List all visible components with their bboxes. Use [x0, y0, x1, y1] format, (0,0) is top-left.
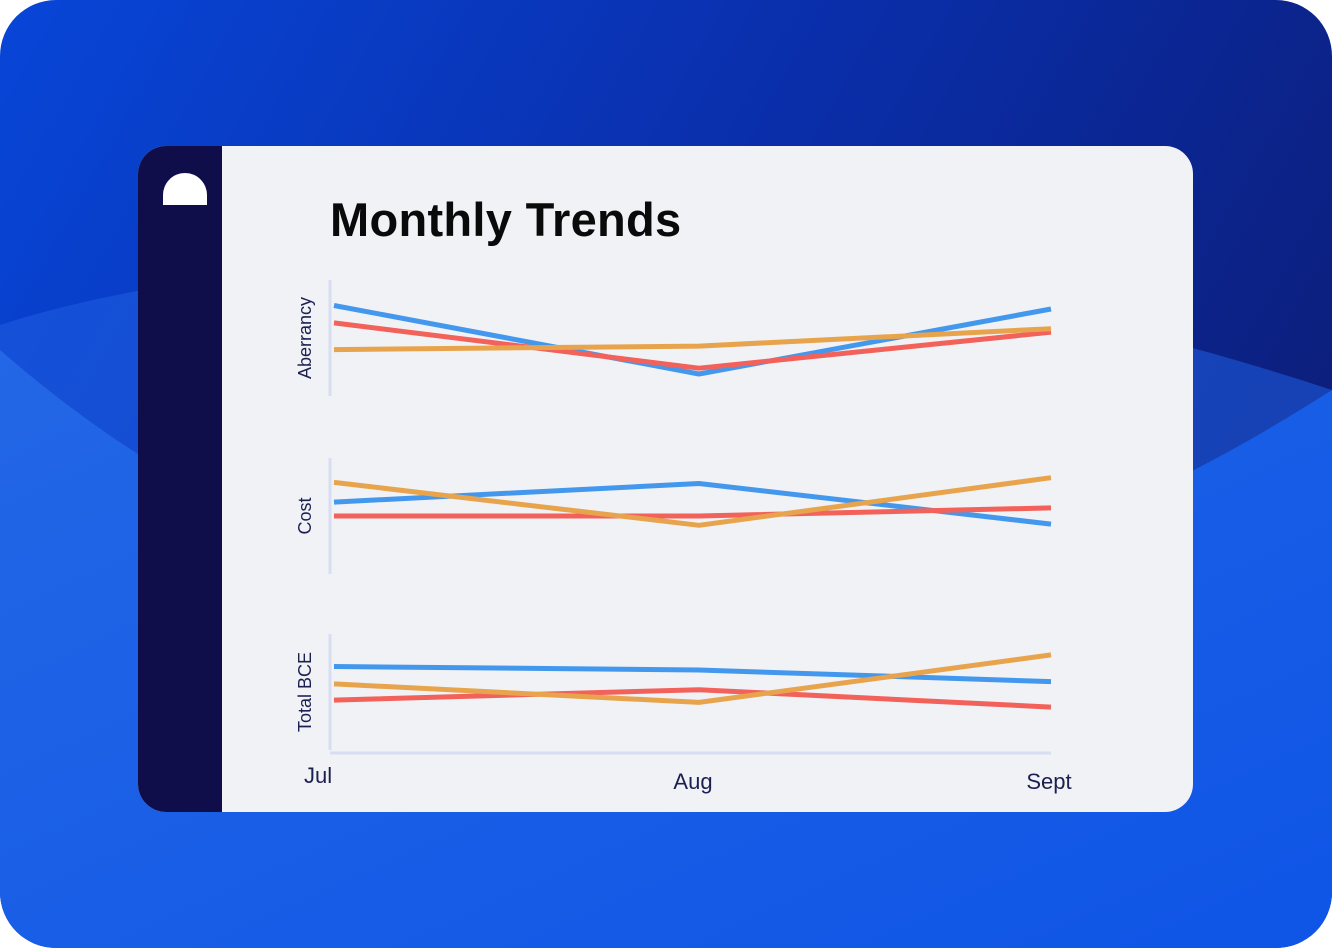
series-line-orange: [333, 475, 1052, 528]
line-chart: Aberrancy Cost Total BCE Jul Aug Sept: [295, 280, 1072, 794]
y-axis-label: Cost: [295, 497, 315, 534]
series-line-red: [333, 687, 1052, 710]
avatar[interactable]: [163, 173, 207, 205]
series-line-red: [333, 320, 1052, 371]
y-axis-label: Aberrancy: [295, 297, 315, 379]
chart-title: Monthly Trends: [330, 193, 682, 246]
series-line-red: [334, 505, 1052, 519]
series-line-orange: [333, 652, 1052, 705]
x-tick-label: Jul: [304, 763, 332, 788]
series-line-blue: [333, 303, 1052, 377]
x-tick-label: Sept: [1026, 769, 1071, 794]
y-axis-label: Total BCE: [295, 652, 315, 732]
series-line-blue: [333, 664, 1052, 685]
chart-card: Monthly Trends Aberrancy Cost Total BCE Jul…: [138, 146, 1193, 812]
x-tick-label: Aug: [673, 769, 712, 794]
sidebar: [138, 146, 222, 812]
series-line-orange: [333, 326, 1052, 353]
